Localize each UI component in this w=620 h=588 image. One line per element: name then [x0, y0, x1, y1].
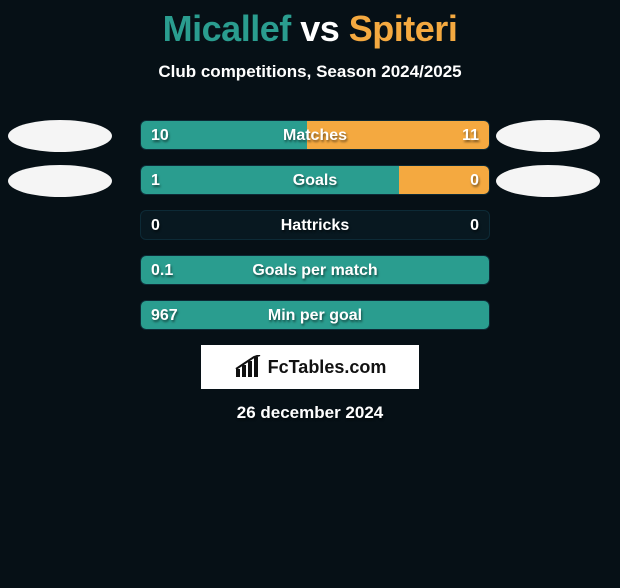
player1-name: Micallef — [163, 8, 291, 49]
stat-row: 10Goals — [0, 165, 620, 195]
vs-text: vs — [300, 8, 339, 49]
stat-bar: 967Min per goal — [140, 300, 490, 330]
player1-avatar — [8, 120, 112, 152]
player2-name: Spiteri — [349, 8, 458, 49]
stat-label: Matches — [141, 121, 489, 150]
stat-rows: 1011Matches 10Goals 00Hattricks 0.1Goals pe… — [0, 120, 620, 330]
stat-row: 00Hattricks — [0, 210, 620, 240]
brand-icon — [234, 355, 264, 379]
stat-bar: 1011Matches — [140, 120, 490, 150]
player2-avatar — [496, 120, 600, 152]
stat-label: Min per goal — [141, 301, 489, 330]
stat-row: 1011Matches — [0, 120, 620, 150]
stat-row: 967Min per goal — [0, 300, 620, 330]
subtitle: Club competitions, Season 2024/2025 — [0, 62, 620, 82]
stat-bar: 10Goals — [140, 165, 490, 195]
stat-label: Goals per match — [141, 256, 489, 285]
player1-avatar — [8, 165, 112, 197]
stat-bar: 00Hattricks — [140, 210, 490, 240]
brand-text: FcTables.com — [268, 357, 387, 378]
stat-label: Goals — [141, 166, 489, 195]
stat-bar: 0.1Goals per match — [140, 255, 490, 285]
player2-avatar — [496, 165, 600, 197]
date-text: 26 december 2024 — [0, 403, 620, 423]
stat-row: 0.1Goals per match — [0, 255, 620, 285]
stat-label: Hattricks — [141, 211, 489, 240]
brand-box: FcTables.com — [201, 345, 419, 389]
comparison-title: Micallef vs Spiteri — [0, 8, 620, 50]
